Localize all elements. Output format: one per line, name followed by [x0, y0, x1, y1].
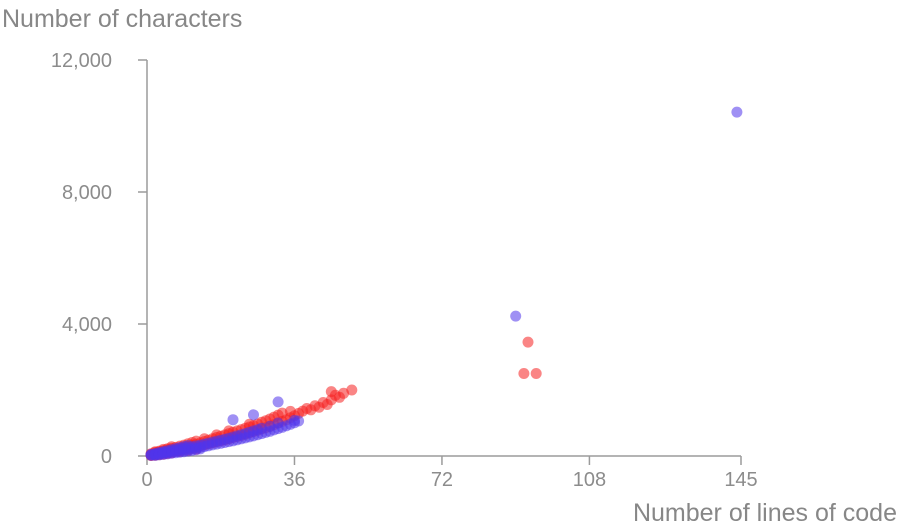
data-point [522, 336, 534, 348]
x-tick-label: 0 [141, 469, 152, 491]
x-tick-label: 36 [283, 469, 305, 491]
data-point [227, 414, 239, 426]
data-point [518, 368, 530, 379]
x-tick-label: 145 [724, 469, 757, 491]
y-axis-title: Number of characters [2, 5, 243, 33]
x-tick-label: 72 [431, 469, 453, 491]
y-tick-label: 8,000 [62, 182, 112, 204]
data-point [346, 384, 358, 396]
blue-series [145, 106, 743, 461]
data-point [510, 310, 522, 322]
y-tick-label: 12,000 [51, 50, 112, 72]
data-point [272, 396, 284, 408]
y-tick-label: 4,000 [62, 314, 112, 336]
data-point [248, 409, 259, 421]
x-tick-label: 108 [573, 469, 606, 491]
data-point [731, 106, 743, 118]
y-tick-label: 0 [101, 446, 112, 468]
data-point [530, 368, 542, 379]
x-axis-label: Number of lines of code [632, 499, 897, 527]
data-point [293, 415, 305, 427]
